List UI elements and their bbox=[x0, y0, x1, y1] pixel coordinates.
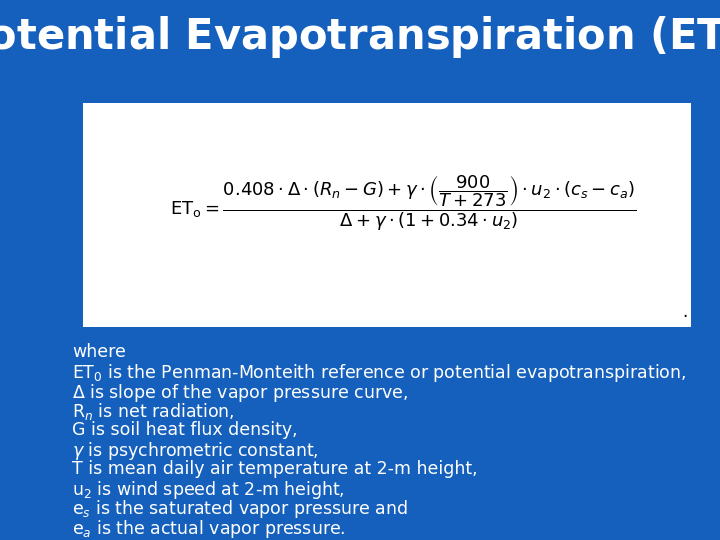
Text: T is mean daily air temperature at 2-m height,: T is mean daily air temperature at 2-m h… bbox=[72, 460, 477, 477]
Text: e$_a$ is the actual vapor pressure.: e$_a$ is the actual vapor pressure. bbox=[72, 518, 346, 540]
Text: u$_2$ is wind speed at 2-m height,: u$_2$ is wind speed at 2-m height, bbox=[72, 479, 345, 501]
Text: R$_n$ is net radiation,: R$_n$ is net radiation, bbox=[72, 401, 235, 422]
Text: ET$_0$ is the Penman-Monteith reference or potential evapotranspiration,: ET$_0$ is the Penman-Monteith reference … bbox=[72, 362, 686, 384]
Text: $\gamma$ is psychrometric constant,: $\gamma$ is psychrometric constant, bbox=[72, 440, 319, 462]
Text: where: where bbox=[72, 343, 126, 361]
Text: G is soil heat flux density,: G is soil heat flux density, bbox=[72, 421, 297, 438]
FancyBboxPatch shape bbox=[83, 103, 691, 327]
Text: Potential Evapotranspiration (ET$_o$): Potential Evapotranspiration (ET$_o$) bbox=[0, 14, 720, 59]
Text: e$_s$ is the saturated vapor pressure and: e$_s$ is the saturated vapor pressure an… bbox=[72, 498, 408, 521]
Text: $\Delta$ is slope of the vapor pressure curve,: $\Delta$ is slope of the vapor pressure … bbox=[72, 382, 408, 404]
Text: .: . bbox=[683, 303, 688, 321]
Text: $\mathrm{ET_o} = \dfrac{0.408 \cdot \Delta \cdot \left(R_n - G\right) + \gamma \: $\mathrm{ET_o} = \dfrac{0.408 \cdot \Del… bbox=[170, 174, 636, 233]
